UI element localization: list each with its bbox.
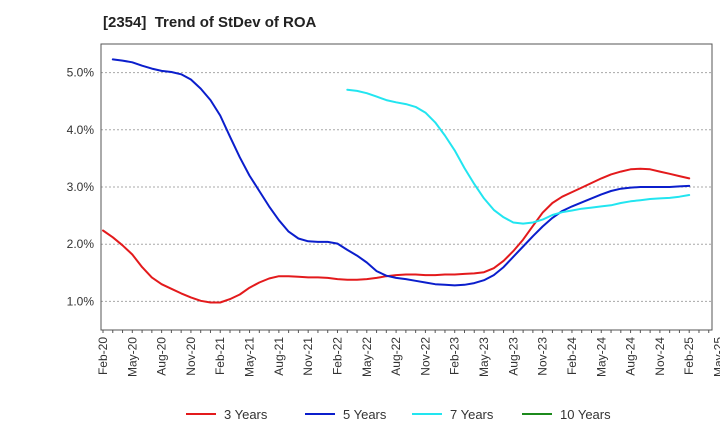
x-tick-label: Nov-20	[184, 337, 198, 376]
x-tick-label: May-21	[243, 337, 257, 377]
x-tick-label: Feb-24	[565, 337, 579, 375]
series-line-7-years	[346, 88, 691, 225]
x-tick-label: Feb-20	[96, 337, 110, 375]
x-tick-label: Aug-22	[389, 337, 403, 376]
y-tick-label: 5.0%	[67, 66, 95, 80]
series-line-3-years	[102, 167, 691, 304]
legend-label: 10 Years	[560, 407, 611, 422]
plot-frame	[100, 43, 713, 331]
y-tick-label: 1.0%	[67, 294, 95, 308]
x-tick-label: Feb-25	[682, 337, 696, 375]
x-tick-label: Nov-24	[653, 337, 667, 376]
x-tick-label: Aug-23	[506, 337, 520, 376]
legend-label: 5 Years	[343, 407, 387, 422]
legend-label: 3 Years	[224, 407, 268, 422]
x-tick-label: May-22	[360, 337, 374, 377]
x-tick-label: Nov-23	[536, 337, 550, 376]
x-tick-label: Nov-22	[418, 337, 432, 376]
x-tick-label: Aug-24	[624, 337, 638, 376]
x-tick-label: Feb-23	[448, 337, 462, 375]
x-tick-label: Aug-20	[155, 337, 169, 376]
x-tick-label: Aug-21	[272, 337, 286, 376]
x-tick-label: May-24	[594, 337, 608, 377]
series-line-5-years	[111, 58, 691, 287]
y-tick-label: 4.0%	[67, 123, 95, 137]
x-tick-label: May-23	[477, 337, 491, 377]
y-tick-label: 3.0%	[67, 180, 95, 194]
x-tick-label: May-20	[125, 337, 139, 377]
y-tick-label: 2.0%	[67, 237, 95, 251]
x-tick-label: Nov-21	[301, 337, 315, 376]
chart-title: [2354] Trend of StDev of ROA	[103, 14, 317, 31]
x-tick-label: Feb-22	[330, 337, 344, 375]
x-tick-label: May-25	[712, 337, 720, 377]
x-tick-label: Feb-21	[213, 337, 227, 375]
legend-label: 7 Years	[450, 407, 494, 422]
